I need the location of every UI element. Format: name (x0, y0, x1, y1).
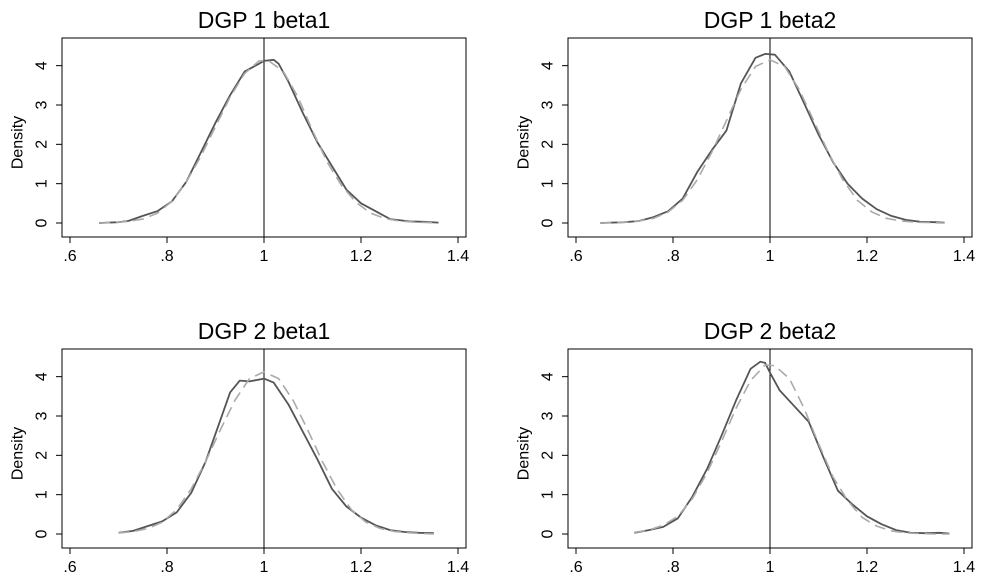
y-tick-label: 0 (34, 529, 51, 538)
y-axis-label: Density (516, 427, 533, 480)
y-tick-label: 2 (540, 451, 557, 460)
x-tick-label: .6 (63, 559, 76, 576)
y-tick-label: 4 (34, 61, 51, 70)
y-tick-label: 1 (34, 490, 51, 499)
y-tick-label: 0 (540, 529, 557, 538)
y-tick-label: 4 (34, 372, 51, 381)
x-tick-label: .8 (160, 559, 173, 576)
x-tick-label: 1.2 (856, 248, 878, 265)
y-axis-label: Density (516, 116, 533, 169)
y-tick-label: 0 (34, 218, 51, 227)
x-tick-label: 1.2 (856, 559, 878, 576)
y-tick-label: 1 (540, 490, 557, 499)
x-tick-label: 1 (260, 559, 269, 576)
density-curve-solid (99, 58, 439, 224)
density-curve-solid (600, 53, 945, 224)
y-axis-label: Density (10, 427, 27, 480)
x-tick-label: .8 (666, 559, 679, 576)
y-tick-label: 2 (34, 140, 51, 149)
y-tick-label: 4 (540, 61, 557, 70)
y-tick-label: 0 (540, 218, 557, 227)
x-tick-label: .6 (63, 248, 76, 265)
x-tick-label: 1.2 (350, 248, 372, 265)
panel-dgp1-beta1: DGP 1 beta1 0 1 2 3 4 Density .6 .8 1 1.2 1.4 (10, 7, 470, 265)
panel-title: DGP 2 beta2 (704, 318, 837, 344)
y-tick-label: 1 (34, 179, 51, 188)
x-tick-label: 1.4 (953, 248, 975, 265)
panel-title: DGP 2 beta1 (198, 318, 331, 344)
panel-dgp2-beta2: DGP 2 beta2 0 1 2 3 4 Density .6 .8 1 1.2 1.4 (516, 318, 976, 576)
x-tick-label: 1 (766, 248, 775, 265)
y-tick-label: 2 (540, 140, 557, 149)
y-tick-label: 3 (34, 411, 51, 420)
y-tick-label: 3 (540, 411, 557, 420)
density-curve-dashed (600, 58, 945, 224)
density-curve-dashed (118, 371, 434, 535)
y-tick-label: 3 (540, 100, 557, 109)
x-tick-label: .6 (569, 559, 582, 576)
x-tick-label: .8 (666, 248, 679, 265)
x-tick-label: 1.2 (350, 559, 372, 576)
panel-dgp2-beta1: DGP 2 beta1 0 1 2 3 4 Density .6 .8 1 1.2 1.4 (10, 318, 470, 576)
y-tick-label: 1 (540, 179, 557, 188)
panel-title: DGP 1 beta1 (198, 7, 331, 33)
panel-title: DGP 1 beta2 (704, 7, 837, 33)
y-axis-label: Density (10, 116, 27, 169)
x-tick-label: .8 (160, 248, 173, 265)
x-tick-label: 1.4 (447, 559, 469, 576)
density-curve-dashed (634, 364, 950, 535)
y-tick-label: 2 (34, 451, 51, 460)
y-tick-label: 3 (34, 100, 51, 109)
density-curve-dashed (99, 60, 439, 224)
x-tick-label: 1 (766, 559, 775, 576)
x-tick-label: 1.4 (447, 248, 469, 265)
density-curve-solid (118, 377, 434, 535)
x-tick-label: .6 (569, 248, 582, 265)
x-tick-label: 1.4 (953, 559, 975, 576)
x-tick-label: 1 (260, 248, 269, 265)
panel-dgp1-beta2: DGP 1 beta2 0 1 2 3 4 Density .6 .8 1 1.2 1.4 (516, 7, 976, 265)
density-curve-solid (634, 360, 950, 535)
y-tick-label: 4 (540, 372, 557, 381)
